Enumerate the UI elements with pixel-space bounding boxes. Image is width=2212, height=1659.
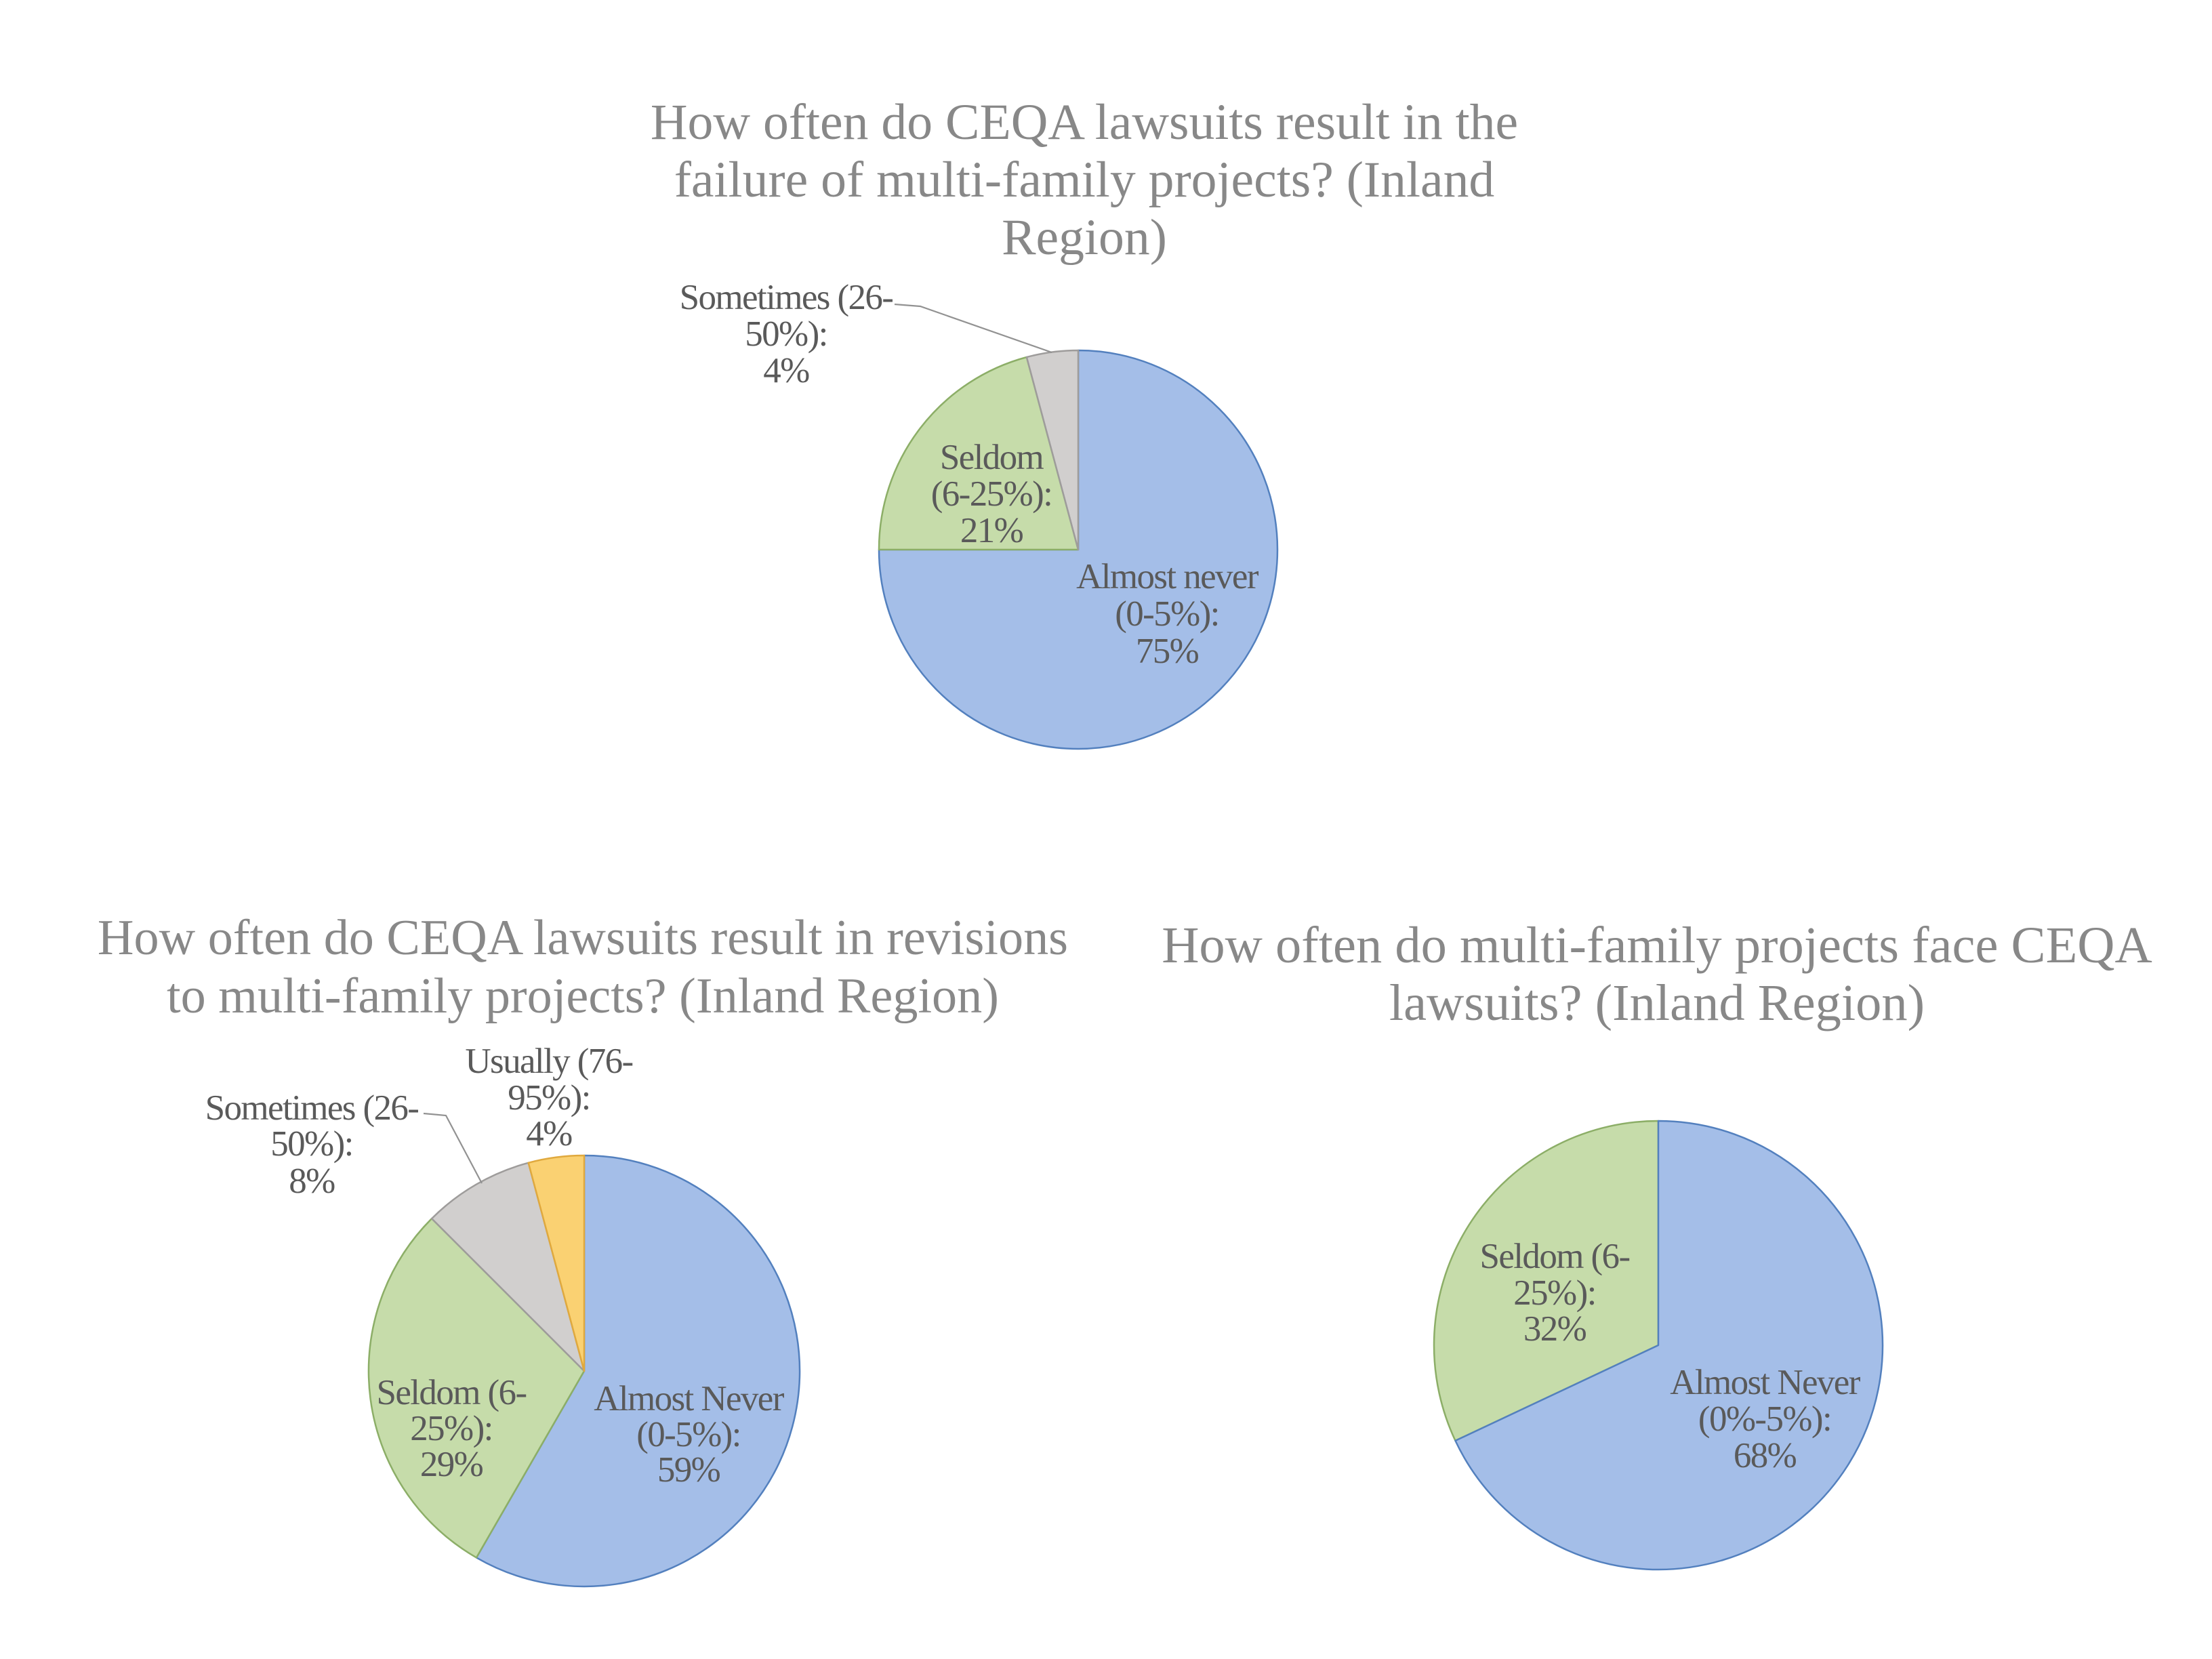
svg-text:How often do multi-family proj: How often do multi-family projects face …: [1162, 916, 2152, 974]
svg-text:(6-25%):: (6-25%):: [931, 474, 1052, 514]
svg-text:75%: 75%: [1136, 632, 1199, 671]
svg-text:lawsuits? (Inland Region): lawsuits? (Inland Region): [1389, 974, 1925, 1031]
svg-text:25%):: 25%):: [1513, 1273, 1596, 1313]
svg-text:to multi-family projects? (Inl: to multi-family projects? (Inland Region…: [167, 968, 999, 1024]
svg-text:(0-5%):: (0-5%):: [1115, 594, 1219, 634]
svg-text:Region): Region): [1002, 209, 1167, 266]
svg-text:Almost never: Almost never: [1076, 557, 1259, 596]
svg-text:50%):: 50%):: [270, 1124, 353, 1164]
svg-text:68%: 68%: [1734, 1436, 1797, 1475]
svg-text:59%: 59%: [657, 1450, 720, 1490]
svg-text:failure of multi-family projec: failure of multi-family projects? (Inlan…: [674, 152, 1495, 208]
svg-text:Sometimes (26-: Sometimes (26-: [205, 1088, 419, 1128]
svg-text:29%: 29%: [420, 1445, 483, 1484]
svg-text:Seldom: Seldom: [940, 438, 1044, 477]
svg-text:Seldom (6-: Seldom (6-: [377, 1373, 527, 1412]
svg-text:Almost Never: Almost Never: [594, 1379, 785, 1418]
svg-text:21%: 21%: [960, 511, 1023, 550]
svg-text:95%):: 95%):: [508, 1078, 590, 1118]
svg-text:50%):: 50%):: [745, 314, 827, 354]
svg-text:8%: 8%: [289, 1162, 335, 1201]
svg-text:(0-5%):: (0-5%):: [636, 1415, 741, 1454]
svg-text:Usually (76-: Usually (76-: [465, 1042, 632, 1081]
svg-text:Seldom (6-: Seldom (6-: [1480, 1237, 1630, 1276]
svg-text:How often do CEQA lawsuits res: How often do CEQA lawsuits result in the: [651, 94, 1518, 150]
svg-text:Almost Never: Almost Never: [1670, 1363, 1861, 1402]
svg-text:32%: 32%: [1523, 1309, 1586, 1349]
svg-text:(0%-5%):: (0%-5%):: [1698, 1399, 1831, 1439]
svg-text:Sometimes (26-: Sometimes (26-: [680, 278, 893, 317]
svg-text:25%):: 25%):: [410, 1409, 493, 1448]
svg-text:4%: 4%: [526, 1114, 572, 1153]
svg-text:How often do CEQA lawsuits res: How often do CEQA lawsuits result in rev…: [98, 910, 1068, 966]
svg-text:4%: 4%: [763, 351, 809, 390]
